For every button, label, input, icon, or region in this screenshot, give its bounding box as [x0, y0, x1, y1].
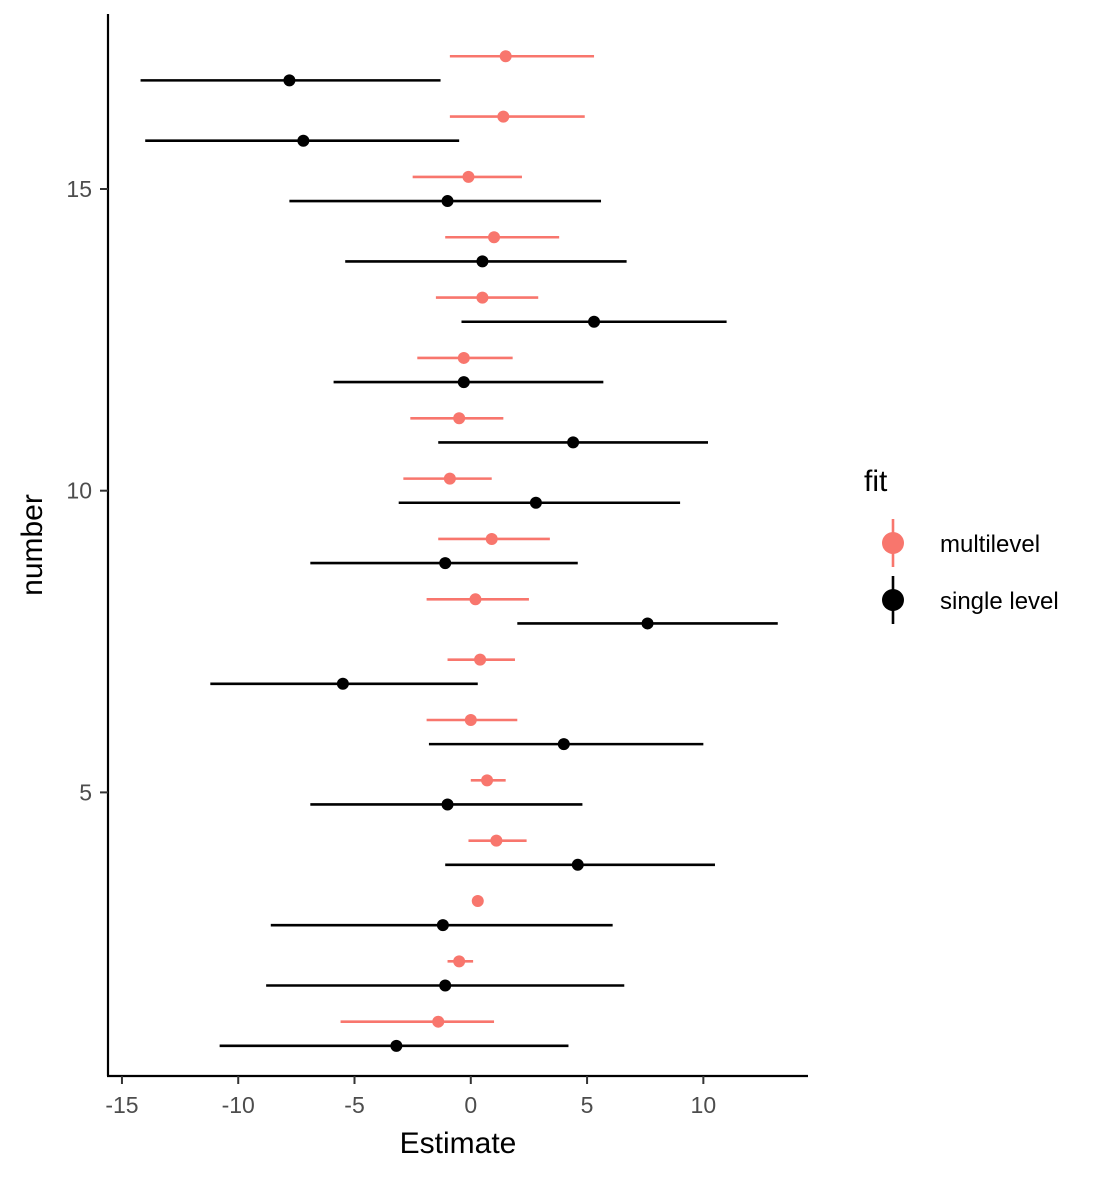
plot-marks	[140, 50, 778, 1052]
single-level-point	[441, 798, 454, 811]
single-level-point	[439, 979, 452, 992]
y-tick-label: 5	[79, 779, 92, 805]
multilevel-point	[471, 895, 484, 908]
multilevel-point	[453, 412, 466, 425]
multilevel-point	[474, 653, 487, 666]
legend: fit multilevel single level	[864, 465, 1059, 624]
x-tick-label: 5	[581, 1092, 594, 1118]
single-level-point	[567, 436, 580, 449]
legend-key-multilevel-point	[882, 532, 904, 554]
multilevel-point	[497, 110, 510, 123]
multilevel-point	[490, 834, 503, 847]
x-axis: -15 -10 -5 0 5 10	[105, 1076, 716, 1118]
x-tick-label: -10	[222, 1092, 255, 1118]
single-level-point	[283, 74, 296, 87]
multilevel-point	[462, 170, 475, 183]
x-tick-label: -5	[344, 1092, 364, 1118]
single-level-point	[336, 677, 349, 690]
single-level-point	[476, 255, 489, 268]
y-tick-label: 10	[66, 478, 92, 504]
multilevel-point	[485, 532, 498, 545]
y-axis-title: number	[16, 494, 49, 596]
legend-label-multilevel: multilevel	[940, 531, 1040, 558]
single-level-point	[588, 315, 601, 328]
x-tick-label: 0	[464, 1092, 477, 1118]
multilevel-point	[481, 774, 494, 787]
legend-key-single-level-point	[882, 589, 904, 611]
single-level-point	[529, 496, 542, 509]
x-axis-title: Estimate	[400, 1127, 517, 1160]
legend-title: fit	[864, 465, 888, 498]
single-level-point	[436, 919, 449, 932]
single-level-point	[441, 195, 454, 208]
legend-entries: multilevel single level	[882, 519, 1059, 624]
multilevel-point	[469, 593, 482, 606]
multilevel-point	[457, 351, 470, 364]
y-axis: 5 10 15	[66, 176, 108, 805]
multilevel-point	[443, 472, 456, 485]
single-level-point	[439, 557, 452, 570]
single-level-point	[641, 617, 654, 630]
single-level-point	[390, 1039, 403, 1052]
multilevel-point	[453, 955, 466, 968]
y-tick-label: 15	[66, 176, 92, 202]
single-level-point	[297, 134, 310, 147]
multilevel-point	[464, 713, 477, 726]
multilevel-point	[432, 1015, 445, 1028]
multilevel-point	[499, 50, 512, 63]
single-level-point	[457, 376, 470, 389]
legend-label-single-level: single level	[940, 588, 1059, 615]
x-tick-label: 10	[691, 1092, 717, 1118]
multilevel-point	[476, 291, 489, 304]
single-level-point	[557, 738, 570, 751]
x-tick-label: -15	[105, 1092, 138, 1118]
single-level-point	[571, 858, 584, 871]
multilevel-point	[488, 231, 501, 244]
